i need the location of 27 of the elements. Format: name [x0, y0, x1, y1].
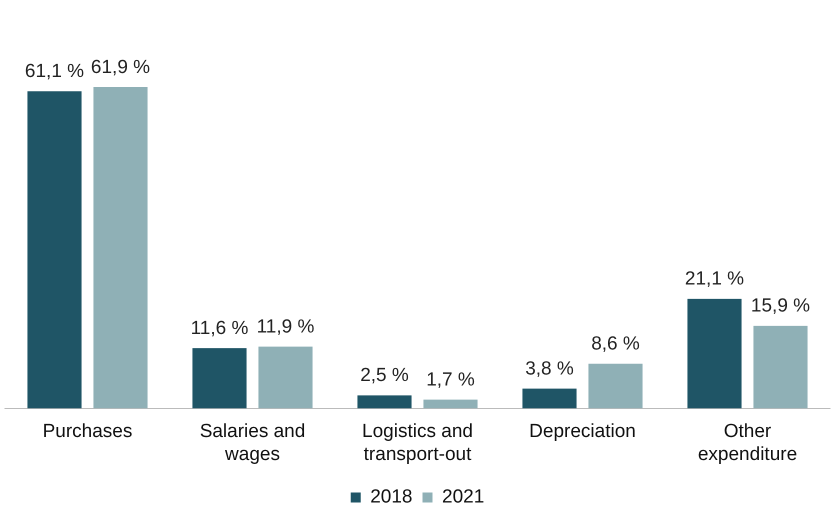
data-label: 61,1 % [24, 60, 84, 82]
bar [687, 298, 742, 408]
x-tick-label: Logistics and transport-out [362, 421, 473, 465]
x-tick-label: Purchases [42, 421, 132, 442]
data-label: 2,5 % [360, 365, 409, 386]
data-label: 1,7 % [426, 369, 475, 390]
bar [192, 348, 247, 408]
data-label: 21,1 % [684, 268, 744, 290]
legend-label: 2018 [370, 486, 413, 508]
x-tick-label: Salaries and wages [200, 421, 306, 465]
bar [588, 364, 643, 408]
bar [522, 388, 577, 408]
bar [423, 400, 478, 408]
data-label: 15,9 % [750, 296, 810, 317]
data-label: 8,6 % [591, 333, 640, 354]
x-tick-label: Depreciation [529, 421, 636, 442]
bar [258, 346, 313, 408]
data-label: 11,6 % [190, 318, 248, 339]
legend-label: 2021 [442, 486, 484, 508]
x-tick-label: Other expenditure [698, 421, 798, 465]
data-label: 11,9 % [256, 316, 314, 338]
bar [27, 91, 82, 408]
bar [753, 326, 808, 408]
data-label: 3,8 % [525, 358, 574, 380]
bar [357, 395, 412, 408]
data-label: 61,9 % [90, 56, 150, 78]
bar [93, 87, 148, 408]
